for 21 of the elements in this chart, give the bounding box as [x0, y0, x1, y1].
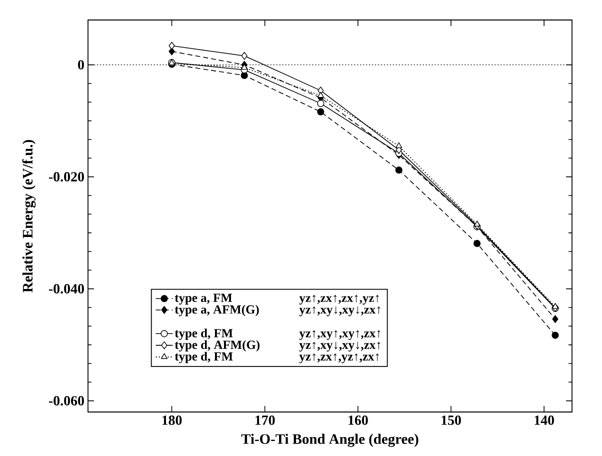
x-tick-label: 160 [348, 416, 368, 425]
y-tick-label: -0.060 [48, 396, 84, 406]
x-tick-label: 170 [256, 416, 275, 425]
y-axis-title: Relative Energy (eV/f.u.) [22, 140, 36, 292]
annotation: yz↑,xy↓,xy↓,zx↑ [299, 306, 380, 316]
y-tick-label: -0.040 [48, 284, 84, 294]
y-tick-label: 0 [78, 60, 84, 70]
legend-label: type a, AFM(G) [174, 304, 259, 316]
legend-label: type d, AFM(G) [174, 340, 260, 352]
legend-label: type a, FM [174, 294, 232, 305]
annotation: yz↑,zx↑,yz↑,zx↑ [299, 353, 379, 364]
x-axis-title: Ti-O-Ti Bond Angle (degree) [241, 434, 418, 447]
legend-label: type d, FM [174, 352, 233, 364]
annotation: yz↑,xy↑,xy↑,zx↑ [299, 330, 380, 340]
x-tick-label: 150 [442, 416, 461, 425]
x-tick-label: 180 [162, 416, 182, 425]
annotation: yz↑,xy↓,xy↓,zx↑ [299, 342, 380, 352]
x-tick-label: 140 [534, 416, 554, 425]
legend-label: type d, FM [174, 328, 233, 340]
y-tick-label: -0.020 [48, 172, 84, 182]
annotation: yz↑,zx↑,zx↑,yz↑ [299, 294, 379, 305]
